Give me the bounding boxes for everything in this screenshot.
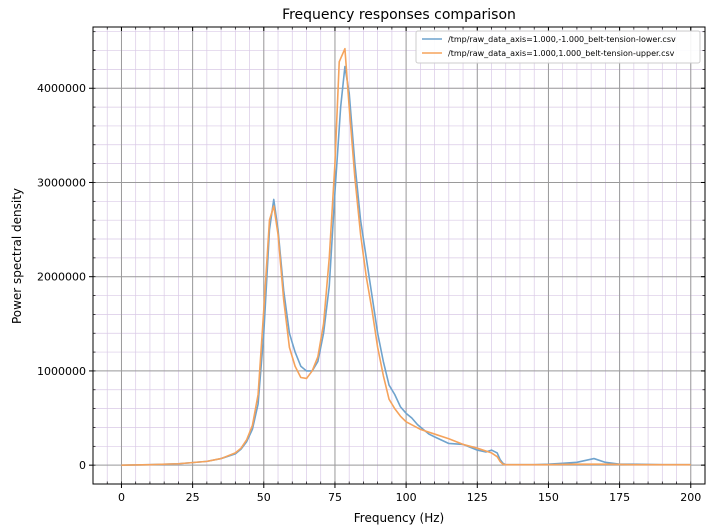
y-tick-label: 3000000 bbox=[37, 176, 86, 189]
x-tick-label: 75 bbox=[328, 491, 342, 504]
chart-title: Frequency responses comparison bbox=[282, 7, 516, 23]
x-tick-label: 125 bbox=[467, 491, 488, 504]
x-tick-label: 150 bbox=[538, 491, 559, 504]
legend: /tmp/raw_data_axis=1.000,-1.000_belt-ten… bbox=[415, 30, 701, 64]
y-tick-label: 2000000 bbox=[37, 271, 86, 284]
axis-ticks bbox=[89, 27, 705, 488]
legend-label-series-2: /tmp/raw_data_axis=1.000,1.000_belt-tens… bbox=[448, 49, 675, 58]
plot-frame bbox=[92, 26, 706, 485]
y-axis-label: Power spectral density bbox=[10, 188, 24, 324]
y-tick-label: 0 bbox=[79, 459, 86, 472]
y-tick-label: 4000000 bbox=[37, 82, 86, 95]
legend-label-series-1: /tmp/raw_data_axis=1.000,-1.000_belt-ten… bbox=[448, 35, 676, 44]
series-layer bbox=[121, 47, 691, 466]
x-tick-label: 25 bbox=[186, 491, 200, 504]
x-tick-label: 200 bbox=[680, 491, 701, 504]
y-tick-label: 1000000 bbox=[37, 365, 86, 378]
legend-box bbox=[415, 30, 701, 64]
x-tick-label: 50 bbox=[257, 491, 271, 504]
x-axis-label: Frequency (Hz) bbox=[354, 511, 445, 525]
x-tick-label: 0 bbox=[118, 491, 125, 504]
major-grid bbox=[93, 27, 705, 484]
y-tick-labels: 0 1000000 2000000 3000000 4000000 bbox=[37, 82, 86, 472]
x-tick-label: 100 bbox=[396, 491, 417, 504]
x-tick-label: 175 bbox=[609, 491, 630, 504]
series-line-2 bbox=[121, 47, 691, 466]
x-tick-labels: 0 25 50 75 100 125 150 175 200 bbox=[118, 491, 701, 504]
